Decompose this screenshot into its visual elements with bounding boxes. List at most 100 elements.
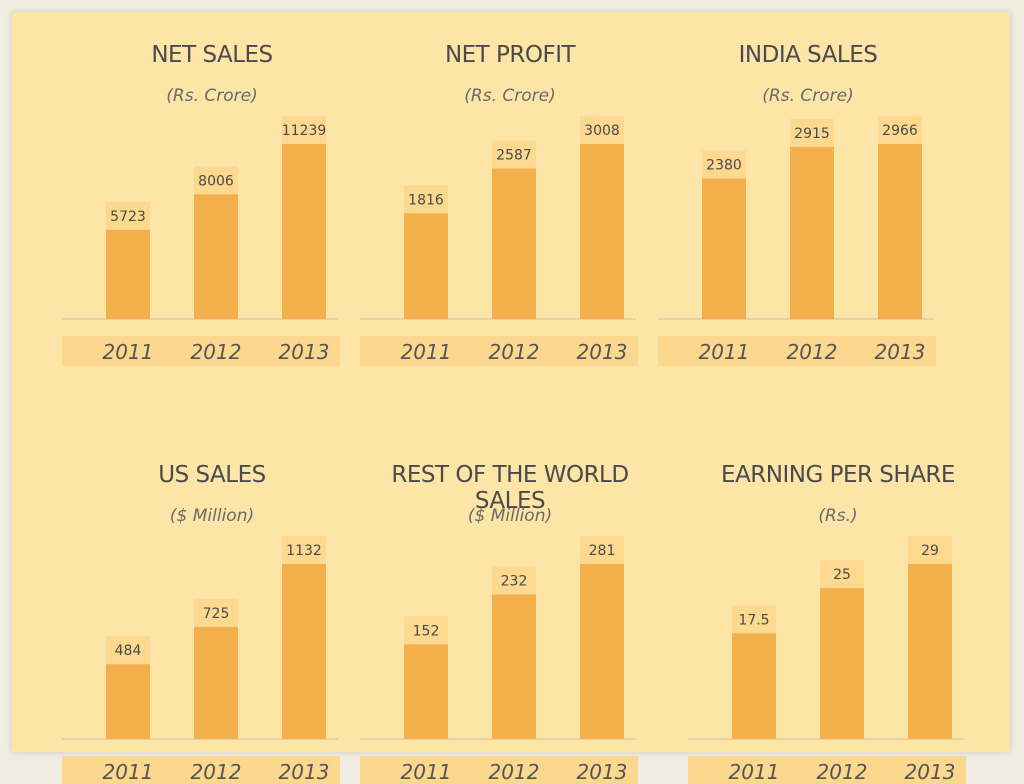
bar: [732, 633, 776, 739]
chart-unit: (Rs.): [818, 506, 858, 526]
bar: [820, 588, 864, 739]
x-tick-label: 2011: [699, 340, 750, 364]
bar: [404, 644, 448, 739]
axis-band: [62, 336, 340, 366]
bar: [790, 147, 834, 319]
chart-earning-per-share: EARNING PER SHARE (Rs.) 17.5 2011 25 2012 29…: [688, 444, 988, 784]
bar-label-box: [732, 605, 776, 634]
x-tick-label: 2012: [489, 340, 540, 364]
bar-value-label: 2587: [496, 147, 532, 163]
bar-value-label: 232: [501, 574, 528, 590]
axis-band: [658, 336, 936, 366]
axis-band: [360, 336, 638, 366]
bar-plot: 2380 2011 2915 2012 2966 2013: [658, 116, 936, 366]
chart-india-sales: INDIA SALES (Rs. Crore) 2380 2011 2915 2012…: [658, 24, 958, 366]
bar: [106, 664, 150, 739]
bar: [702, 178, 746, 319]
bar: [404, 213, 448, 319]
x-tick-label: 2011: [401, 760, 452, 784]
bar-label-box: [790, 119, 834, 148]
bar-label-box: [404, 185, 448, 214]
bar-plot: 1816 2011 2587 2012 3008 2013: [360, 116, 638, 366]
x-tick-label: 2011: [103, 760, 154, 784]
bar-label-box: [282, 536, 326, 564]
bar: [106, 229, 150, 319]
bar-label-box: [194, 598, 238, 627]
x-tick-label: 2012: [817, 760, 868, 784]
bar-value-label: 11239: [282, 123, 327, 139]
x-tick-label: 2013: [279, 340, 330, 364]
bar-label-box: [106, 201, 150, 230]
bar-label-box: [702, 150, 746, 179]
x-tick-label: 2012: [489, 760, 540, 784]
bar-plot: 152 2011 232 2012 281 2013: [360, 536, 638, 784]
chart-unit: ($ Million): [467, 506, 553, 526]
bar: [282, 144, 326, 319]
chart-net-profit: NET PROFIT (Rs. Crore) 1816 2011 2587 2012 3…: [360, 24, 660, 366]
chart-title: NET SALES: [151, 42, 273, 68]
chart-title: REST OF THE WORLD SALES: [391, 462, 629, 514]
bar-value-label: 152: [413, 623, 440, 639]
bar-value-label: 25: [833, 567, 851, 583]
chart-title: NET PROFIT: [444, 42, 576, 68]
chart-title: EARNING PER SHARE: [721, 462, 955, 488]
bar-value-label: 1132: [286, 543, 322, 559]
bar-label-box: [106, 636, 150, 665]
x-tick-label: 2012: [191, 340, 242, 364]
bar-label-box: [404, 616, 448, 645]
bar-label-box: [194, 166, 238, 195]
bar: [878, 144, 922, 319]
chart-us-sales: US SALES ($ Million) 484 2011 725 2012 1132 2…: [62, 444, 362, 784]
bar: [580, 564, 624, 739]
bar-label-box: [820, 560, 864, 589]
chart-net-sales: NET SALES (Rs. Crore) 5723 2011 8006 2012 11…: [62, 24, 362, 366]
bar-plot: 484 2011 725 2012 1132 2013: [62, 536, 340, 784]
bar: [492, 594, 536, 739]
bar-value-label: 5723: [110, 209, 146, 225]
bar-label-box: [580, 536, 624, 564]
x-tick-label: 2011: [729, 760, 780, 784]
bar-label-box: [580, 116, 624, 144]
chart-title: US SALES: [158, 462, 266, 488]
x-tick-label: 2013: [875, 340, 926, 364]
bar-value-label: 2915: [794, 126, 830, 142]
x-tick-label: 2013: [905, 760, 956, 784]
bar-label-box: [878, 116, 922, 144]
x-tick-label: 2011: [401, 340, 452, 364]
x-tick-label: 2013: [279, 760, 330, 784]
bar: [194, 194, 238, 319]
bar: [580, 144, 624, 319]
bar-label-box: [908, 536, 952, 564]
bar-plot: 5723 2011 8006 2012 11239 2013: [62, 116, 340, 366]
bar-value-label: 2966: [882, 123, 918, 139]
x-tick-label: 2011: [103, 340, 154, 364]
chart-unit: ($ Million): [169, 506, 255, 526]
bar-value-label: 725: [203, 606, 230, 622]
bar-label-box: [282, 116, 326, 144]
chart-unit: (Rs. Crore): [464, 86, 556, 106]
bar: [908, 564, 952, 739]
x-tick-label: 2013: [577, 340, 628, 364]
chart-rest-of-world-sales: REST OF THE WORLD SALES ($ Million) 152 2…: [360, 444, 660, 784]
chart-title: INDIA SALES: [738, 42, 878, 68]
x-tick-label: 2012: [191, 760, 242, 784]
bar: [282, 564, 326, 739]
x-tick-label: 2012: [787, 340, 838, 364]
bar-plot: 17.5 2011 25 2012 29 2013: [688, 536, 966, 784]
x-tick-label: 2013: [577, 760, 628, 784]
bar-value-label: 17.5: [738, 612, 769, 628]
bar-label-box: [492, 140, 536, 169]
bar: [492, 168, 536, 319]
bar-value-label: 1816: [408, 192, 444, 208]
bar-value-label: 3008: [584, 123, 620, 139]
bar-value-label: 281: [589, 543, 616, 559]
chart-unit: (Rs. Crore): [166, 86, 258, 106]
chart-unit: (Rs. Crore): [762, 86, 854, 106]
bar: [194, 626, 238, 739]
dashboard-panel: NET SALES (Rs. Crore) 5723 2011 8006 2012 11…: [12, 12, 1010, 784]
bar-value-label: 2380: [706, 158, 742, 174]
bar-value-label: 8006: [198, 173, 234, 189]
bar-label-box: [492, 566, 536, 595]
bar-value-label: 484: [115, 643, 142, 659]
bar-value-label: 29: [921, 543, 939, 559]
